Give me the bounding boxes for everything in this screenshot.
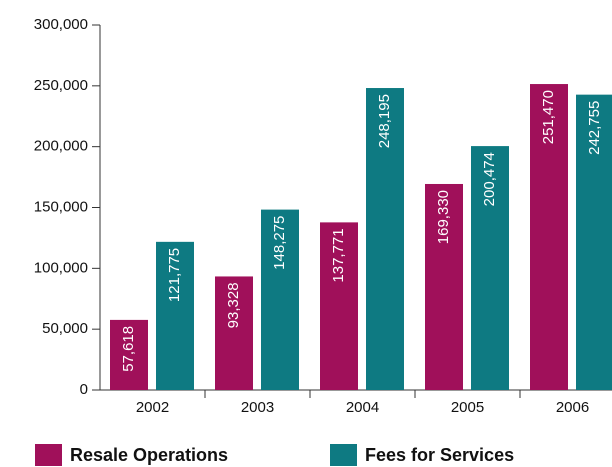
value-label: 93,328 <box>225 282 242 328</box>
value-label: 248,195 <box>376 94 393 148</box>
value-label: 200,474 <box>481 152 498 206</box>
y-tick-label: 300,000 <box>34 16 88 33</box>
bar <box>110 319 148 390</box>
bar <box>471 146 509 390</box>
x-tick-label: 2002 <box>136 399 169 416</box>
x-tick-label: 2003 <box>241 399 274 416</box>
x-tick-label: 2006 <box>556 399 589 416</box>
value-label: 251,470 <box>540 90 557 144</box>
legend-label: Resale Operations <box>70 445 228 465</box>
y-tick-label: 200,000 <box>34 138 88 155</box>
legend-swatch <box>35 444 62 466</box>
bar <box>576 94 612 391</box>
y-tick-label: 150,000 <box>34 198 88 215</box>
legend-label: Fees for Services <box>365 445 514 465</box>
bar <box>215 276 253 390</box>
y-tick-label: 100,000 <box>34 259 88 276</box>
x-tick-label: 2005 <box>451 399 484 416</box>
x-tick-label: 2004 <box>346 399 379 416</box>
value-label: 57,618 <box>120 326 137 372</box>
value-label: 137,771 <box>330 228 347 282</box>
bar <box>156 241 194 390</box>
legend-swatch <box>330 444 357 466</box>
y-tick-label: 250,000 <box>34 77 88 94</box>
value-label: 242,755 <box>586 101 603 155</box>
y-tick-label: 0 <box>80 381 88 398</box>
value-label: 169,330 <box>435 190 452 244</box>
bar <box>366 88 404 390</box>
bar <box>530 84 568 390</box>
y-tick-label: 50,000 <box>42 320 88 337</box>
value-label: 148,275 <box>271 216 288 270</box>
bar <box>261 209 299 390</box>
bar <box>425 183 463 390</box>
value-label: 121,775 <box>166 248 183 302</box>
bar <box>320 222 358 390</box>
